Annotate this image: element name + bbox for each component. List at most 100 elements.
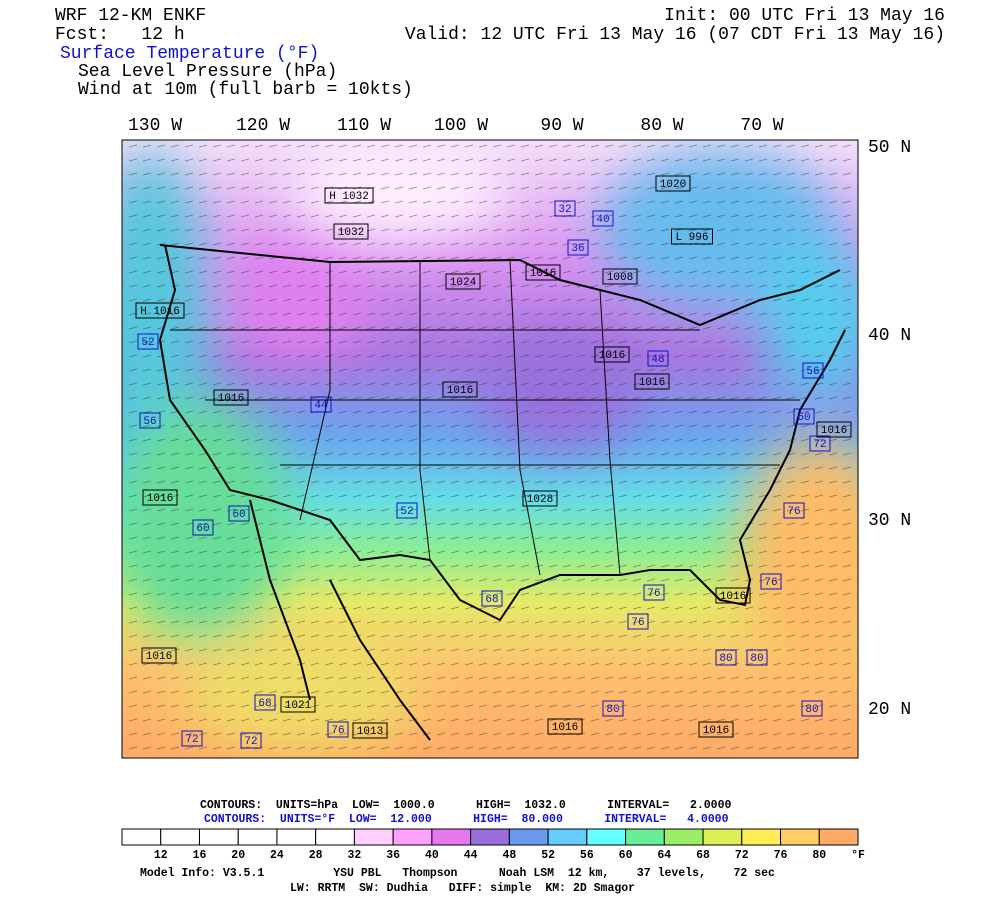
pressure-label: 1016 [720, 591, 746, 603]
pressure-label-box [547, 718, 583, 735]
colorbar-swatch [160, 828, 200, 846]
colorbar-tick-label: 20 [231, 849, 245, 862]
temperature-label: 68 [485, 594, 498, 606]
temperature-label-box [783, 502, 805, 519]
pressure-label-box [445, 273, 481, 290]
pressure-label: 1016 [218, 393, 244, 405]
colorbar-tick-label: 72 [735, 849, 749, 862]
colorbar-tick-label: 76 [774, 849, 788, 862]
field-title: Surface Temperature (°F) [60, 44, 319, 64]
temperature-label-box [627, 613, 649, 630]
temperature-label: 76 [647, 588, 660, 600]
colorbar-tick-label: 12 [154, 849, 168, 862]
pressure-label-box [634, 373, 670, 390]
colorbar-swatch [702, 828, 743, 846]
pressure-label-box [352, 722, 388, 739]
temperature-label: 44 [314, 400, 328, 412]
temperature-label: 72 [244, 736, 257, 748]
pressure-label-box [141, 647, 177, 664]
temperature-label-box [181, 730, 203, 747]
pressure-label: 1016 [599, 350, 625, 362]
colorbar-tick-label: 56 [580, 849, 594, 862]
colorbar-tick-label: 32 [348, 849, 362, 862]
pressure-label-box [602, 268, 638, 285]
temperature-label-box [481, 590, 503, 607]
latitude-label: 50 N [868, 138, 911, 158]
pressure-label: 1021 [285, 700, 312, 712]
colorbar-swatch [508, 828, 549, 846]
temperature-label-box [137, 333, 159, 350]
pressure-label: 1016 [146, 651, 172, 663]
colorbar-swatch [315, 828, 355, 846]
colorbar-tick-label: 44 [464, 849, 478, 862]
temperature-label-box [746, 649, 768, 666]
pressure-label: 1016 [639, 377, 665, 389]
temperature-label: 52 [141, 337, 154, 349]
colorbar-swatch [625, 828, 665, 846]
pressure-label-box [213, 389, 249, 406]
colorbar-swatch [818, 828, 859, 846]
pressure-label: 1032 [338, 227, 364, 239]
temperature-label: 40 [596, 214, 609, 226]
colorbar-tick-label: 64 [657, 849, 671, 862]
colorbar-swatch [547, 828, 588, 846]
pressure-label-box [522, 490, 558, 507]
temperature-label: 76 [764, 577, 777, 589]
temperature-label-box [647, 350, 669, 367]
colorbar-swatch [470, 828, 510, 846]
temperature-label: 36 [571, 243, 584, 255]
temperature-label-box [643, 584, 665, 601]
model-name: WRF 12-KM ENKF [55, 6, 206, 26]
colorbar-unit: °F [851, 849, 865, 862]
temperature-label-box [801, 700, 823, 717]
colorbar-tick-label: 60 [619, 849, 633, 862]
colorbar-swatch [780, 828, 820, 846]
field-title: Sea Level Pressure (hPa) [78, 62, 337, 82]
temperature-label-box [802, 362, 824, 379]
temperature-label: 72 [813, 439, 826, 451]
temperature-label: 60 [196, 523, 209, 535]
pressure-label: 1028 [527, 494, 553, 506]
colorbar-tick-label: 24 [270, 849, 284, 862]
temperature-label: 68 [258, 698, 271, 710]
longitude-label: 90 W [540, 116, 583, 136]
pressure-label-box [671, 228, 713, 245]
temperature-label: 80 [750, 653, 763, 665]
forecast-hour: Fcst: 12 h [55, 25, 185, 45]
temperature-label: 56 [806, 366, 819, 378]
map-frame [121, 139, 859, 759]
latitude-label: 40 N [868, 326, 911, 346]
longitude-label: 70 W [740, 116, 783, 136]
pressure-label: 1016 [147, 493, 173, 505]
temperature-contour-info: CONTOURS: UNITS=°F LOW= 12.000 HIGH= 80.… [204, 813, 729, 826]
pressure-label: 1016 [703, 725, 729, 737]
longitude-label: 110 W [337, 116, 391, 136]
temperature-label-box [254, 694, 276, 711]
colorbar-tick-label: 40 [425, 849, 439, 862]
pressure-label: 1024 [450, 277, 477, 289]
pressure-label: L 996 [675, 232, 708, 244]
colorbar-swatch [663, 828, 704, 846]
init-time: Init: 00 UTC Fri 13 May 16 [664, 6, 945, 26]
pressure-label-box [324, 187, 374, 204]
pressure-contour-info: CONTOURS: UNITS=hPa LOW= 1000.0 HIGH= 10… [200, 799, 731, 812]
pressure-label-box [715, 587, 751, 604]
colorbar-swatch [198, 828, 239, 846]
temperature-label-box [396, 502, 418, 519]
pressure-label: 1016 [530, 268, 556, 280]
colorbar-tick-label: 52 [541, 849, 555, 862]
temperature-label-box [228, 505, 250, 522]
colorbar-tick-label: 68 [696, 849, 710, 862]
temperature-label-box [240, 732, 262, 749]
pressure-label-box [525, 264, 561, 281]
temperature-label-box [760, 573, 782, 590]
field-title: Wind at 10m (full barb = 10kts) [78, 80, 413, 100]
pressure-label: 1008 [607, 272, 633, 284]
pressure-label-box [135, 302, 185, 319]
pressure-label-box [280, 696, 316, 713]
model-info: LW: RRTM SW: Dudhia DIFF: simple KM: 2D … [290, 882, 635, 895]
colorbar-tick-label: 16 [193, 849, 207, 862]
temperature-label-box [602, 700, 624, 717]
temperature-label: 76 [331, 725, 344, 737]
